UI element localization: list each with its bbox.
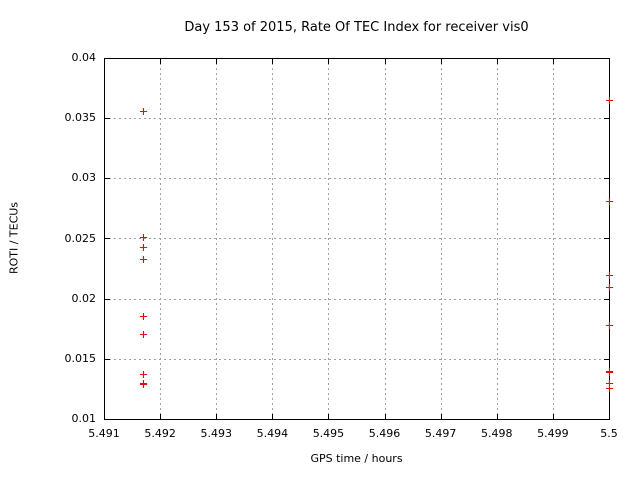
y-tick-label: 0.015: [64, 351, 97, 365]
plot-border: [104, 58, 610, 420]
x-tick-label: 5.499: [537, 427, 569, 440]
data-point-marker: [140, 313, 147, 320]
x-tick-label: 5.493: [200, 427, 232, 440]
data-point-marker: [606, 272, 613, 279]
data-point-marker: [140, 371, 147, 378]
data-point-marker: [140, 244, 147, 251]
data-point-marker: [140, 331, 147, 338]
chart-title: Day 153 of 2015, Rate Of TEC Index for r…: [184, 20, 529, 35]
data-point-marker: [606, 284, 613, 291]
x-tick-label: 5.495: [312, 427, 345, 440]
x-tick-label: 5.494: [256, 427, 289, 440]
data-point-marker: [140, 108, 147, 115]
data-point-marker: [606, 198, 613, 205]
y-tick-label: 0.025: [64, 231, 97, 245]
data-point-marker: [606, 97, 613, 104]
data-point-marker: [140, 234, 147, 241]
data-point-marker: [606, 369, 613, 376]
y-tick-label: 0.04: [71, 50, 97, 64]
y-tick-label: 0.01: [71, 411, 97, 425]
data-point-marker: [606, 385, 613, 392]
y-tick-label: 0.03: [71, 171, 97, 185]
y-tick-label: 0.02: [71, 291, 97, 305]
data-point-marker: [606, 322, 613, 329]
x-tick-label: 5.492: [144, 427, 176, 440]
x-tick-label: 5.496: [368, 427, 401, 440]
y-tick-label: 0.035: [64, 111, 97, 125]
data-point-marker: [140, 256, 147, 263]
x-axis-label: GPS time / hours: [310, 452, 403, 465]
data-point-marker: [140, 381, 147, 388]
x-tick-label: 5.491: [88, 427, 120, 440]
x-tick-label: 5.5: [600, 427, 618, 440]
x-tick-label: 5.497: [424, 427, 457, 440]
x-tick-label: 5.498: [481, 427, 513, 440]
